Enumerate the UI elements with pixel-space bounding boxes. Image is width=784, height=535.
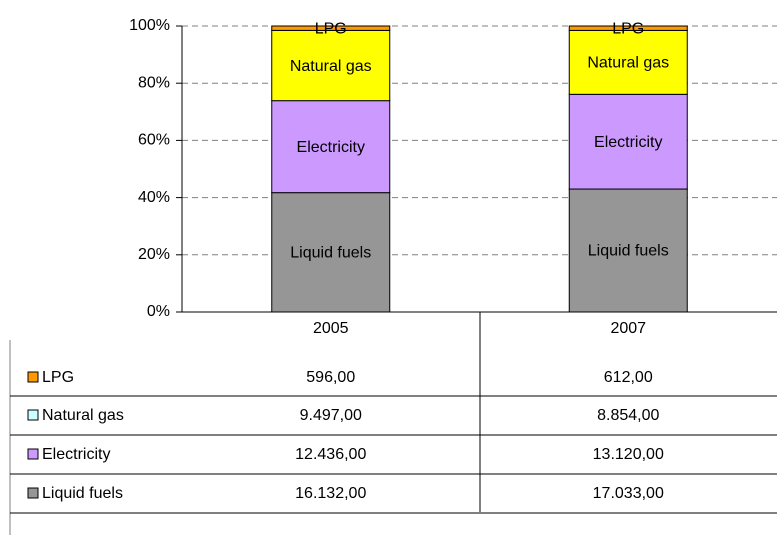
x-tick-label: 2007 (610, 320, 646, 337)
legend-marker (27, 371, 39, 383)
x-tick-label: 2005 (313, 320, 349, 337)
bar-segment (568, 29, 688, 95)
bar-segment (271, 100, 391, 194)
legend-label: LPG (42, 369, 74, 386)
legend-marker (27, 487, 39, 499)
y-tick-label: 100% (129, 17, 170, 34)
y-tick-label: 20% (138, 246, 170, 263)
segment-label: LPG (315, 20, 347, 37)
segment-label: Electricity (594, 134, 662, 151)
table-value: 8.854,00 (597, 407, 659, 424)
bar-segment (271, 192, 391, 313)
table-value: 17.033,00 (593, 485, 664, 502)
bar-segment (568, 93, 688, 190)
y-tick-label: 0% (147, 303, 170, 320)
table-value: 9.497,00 (300, 407, 362, 424)
table-value: 596,00 (306, 369, 355, 386)
segment-label: LPG (612, 20, 644, 37)
legend-marker (27, 448, 39, 460)
segment-label: Natural gas (587, 55, 669, 72)
legend-label: Natural gas (42, 407, 124, 424)
segment-label: Electricity (297, 139, 365, 156)
table-value: 16.132,00 (295, 485, 366, 502)
bar-segment (271, 29, 391, 102)
legend-marker (27, 409, 39, 421)
y-tick-label: 80% (138, 74, 170, 91)
segment-label: Liquid fuels (588, 243, 669, 260)
table-value: 612,00 (604, 369, 653, 386)
segment-label: Natural gas (290, 58, 372, 75)
legend-label: Electricity (42, 446, 110, 463)
y-tick-label: 60% (138, 132, 170, 149)
bar-segment (568, 25, 688, 31)
table-value: 12.436,00 (295, 446, 366, 463)
bar-segment (271, 25, 391, 31)
legend-label: Liquid fuels (42, 485, 123, 502)
segment-label: Liquid fuels (290, 245, 371, 262)
table-value: 13.120,00 (593, 446, 664, 463)
bar-segment (568, 188, 688, 313)
y-tick-label: 40% (138, 189, 170, 206)
